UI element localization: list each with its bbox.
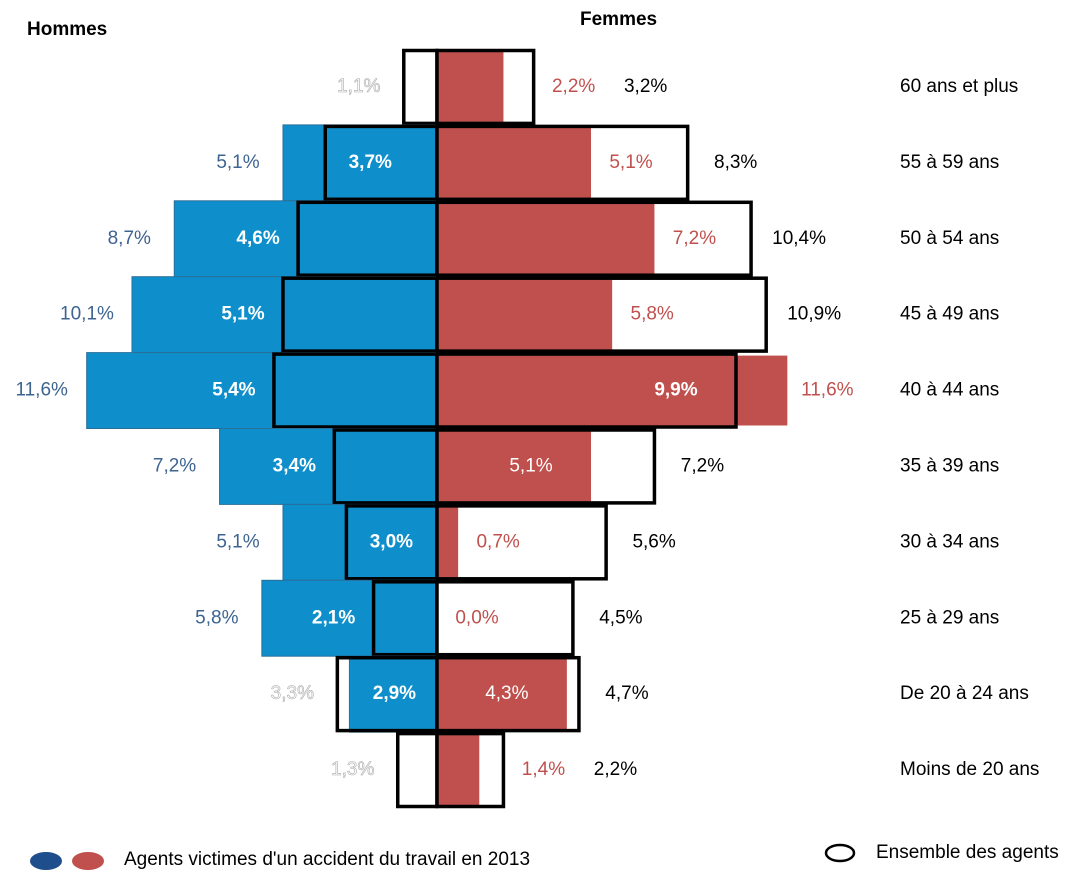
men-outer-label: 10,1% [60, 304, 114, 325]
legend-label: Agents victimes d'un accident du travail… [124, 849, 530, 870]
men-inner-label: 3,4% [273, 455, 316, 476]
women-victims-label: 0,7% [476, 531, 519, 552]
men-outer-label: 5,8% [195, 607, 238, 628]
women-victims-bar [437, 735, 480, 805]
women-victims-label: 4,3% [485, 683, 528, 704]
right-title: Femmes [580, 9, 657, 30]
category-label: 35 à 39 ans [900, 455, 999, 476]
women-victims-bar [437, 659, 567, 730]
men-ensemble-outline [395, 731, 439, 809]
category-label: 45 à 49 ans [900, 304, 999, 325]
men-outer-label: 5,1% [216, 531, 259, 552]
women-victims-label: 5,1% [609, 152, 652, 173]
category-label: 55 à 59 ans [900, 152, 999, 173]
men-victims-bar [173, 200, 438, 278]
men-victims-bar [282, 503, 438, 581]
women-ensemble-fill [437, 581, 573, 655]
women-victims-label: 11,6% [801, 380, 854, 401]
women-victims-label: 5,8% [631, 304, 674, 325]
left-title: Hommes [27, 19, 107, 40]
men-inner-label: 3,7% [349, 152, 392, 173]
men-outer-label: 1,1% [337, 76, 380, 97]
women-ensemble-label: 4,5% [599, 607, 642, 628]
women-victims-label: 1,4% [522, 759, 565, 780]
men-outer-label: 7,2% [153, 455, 196, 476]
men-victims-bar [219, 428, 438, 505]
legend-swatch [30, 852, 62, 870]
women-ensemble-label: 10,4% [772, 228, 826, 249]
category-label: De 20 à 24 ans [900, 683, 1029, 704]
men-inner-label: 2,1% [312, 607, 355, 628]
women-victims-bar [437, 52, 504, 122]
men-victims-bar [261, 579, 438, 657]
category-label: 30 à 34 ans [900, 531, 999, 552]
men-victims-bar [86, 352, 438, 430]
category-label: 50 à 54 ans [900, 228, 999, 249]
men-outer-label: 8,7% [108, 228, 151, 249]
women-victims-label: 0,0% [455, 607, 498, 628]
men-victims-bar [282, 124, 438, 202]
legend-swatch [824, 843, 856, 863]
category-label: 40 à 44 ans [900, 380, 999, 401]
women-victims-label: 5,1% [509, 455, 552, 476]
women-victims-label: 7,2% [673, 228, 716, 249]
men-ensemble-outline [402, 48, 439, 126]
women-victims-bar [437, 203, 655, 274]
men-outer-label: 1,3% [331, 759, 374, 780]
legend-label: Ensemble des agents [876, 842, 1059, 863]
men-outer-label: 5,1% [216, 152, 259, 173]
women-ensemble-label: 5,6% [632, 531, 675, 552]
men-outer-label: 11,6% [15, 380, 68, 401]
category-label: 60 ans et plus [900, 76, 1018, 97]
women-ensemble-label: 7,2% [681, 455, 724, 476]
men-inner-label: 2,9% [373, 683, 416, 704]
women-ensemble-label: 3,2% [624, 76, 667, 97]
women-ensemble-label: 9,9% [654, 380, 697, 401]
women-ensemble-fill [437, 505, 607, 579]
women-victims-bar [437, 279, 613, 350]
women-victims-bar [437, 127, 592, 198]
women-ensemble-label: 4,7% [605, 683, 648, 704]
men-inner-label: 4,6% [236, 228, 279, 249]
men-inner-label: 5,1% [221, 304, 264, 325]
men-outer-label: 3,3% [271, 683, 314, 704]
women-victims-bar [437, 507, 459, 578]
women-victims-label: 2,2% [552, 76, 595, 97]
women-ensemble-label: 2,2% [594, 759, 637, 780]
legend-swatch [72, 852, 104, 870]
category-label: Moins de 20 ans [900, 759, 1039, 780]
men-inner-label: 5,4% [212, 380, 255, 401]
men-inner-label: 3,0% [370, 531, 413, 552]
women-victims-bar [437, 355, 788, 426]
women-victims-bar [437, 431, 592, 502]
women-ensemble-label: 10,9% [787, 304, 841, 325]
category-label: 25 à 29 ans [900, 607, 999, 628]
women-ensemble-label: 8,3% [714, 152, 757, 173]
